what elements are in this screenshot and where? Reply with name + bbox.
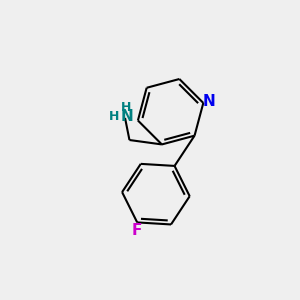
Text: F: F <box>132 223 142 238</box>
Text: H: H <box>121 101 132 114</box>
Text: N: N <box>120 109 133 124</box>
Text: H: H <box>109 110 119 123</box>
Text: N: N <box>202 94 215 109</box>
